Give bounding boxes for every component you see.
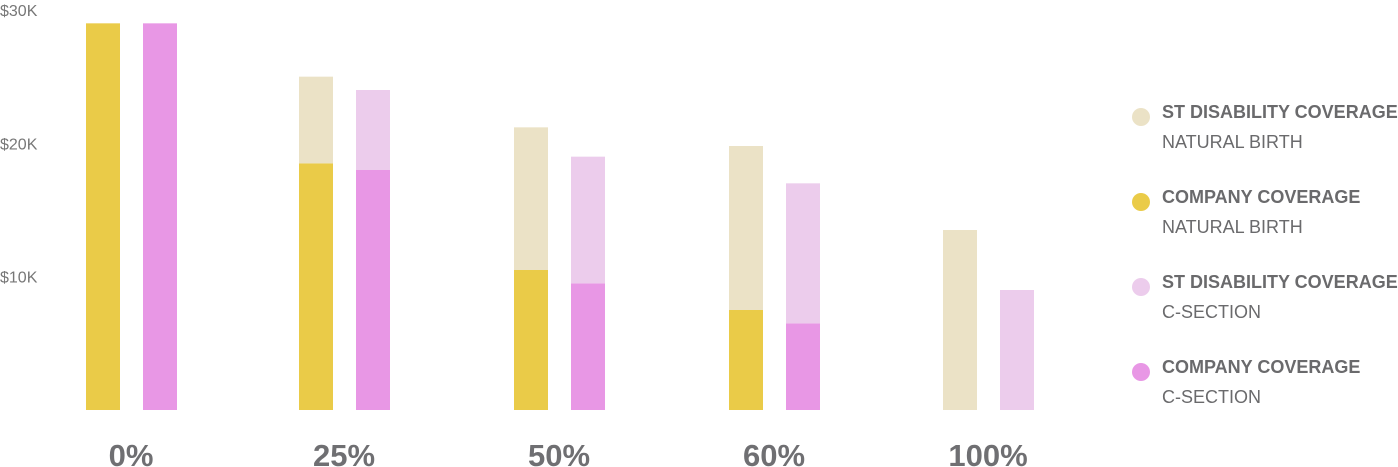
x-category-label: 60% bbox=[743, 438, 805, 467]
bar-natural-birth-st-disability-coverage bbox=[729, 146, 763, 310]
bar-natural-birth-company-coverage bbox=[299, 163, 333, 410]
bar-c-section-company-coverage bbox=[786, 323, 820, 410]
legend-title: COMPANY COVERAGE bbox=[1162, 357, 1361, 377]
legend-title: ST DISABILITY COVERAGE bbox=[1162, 102, 1398, 122]
bar-natural-birth-st-disability-coverage bbox=[514, 127, 548, 270]
legend-item-company-csection: COMPANY COVERAGE C-SECTION bbox=[1130, 355, 1398, 440]
x-category-label: 0% bbox=[109, 438, 154, 467]
bar-c-section-st-disability-coverage bbox=[786, 183, 820, 324]
bar-c-section-company-coverage bbox=[356, 170, 390, 410]
legend-subtitle: C-SECTION bbox=[1162, 302, 1261, 322]
legend-title: ST DISABILITY COVERAGE bbox=[1162, 272, 1398, 292]
y-tick-label: $30K bbox=[0, 3, 38, 20]
legend-dot-icon bbox=[1132, 363, 1150, 381]
legend-item-st-disability-natural: ST DISABILITY COVERAGE NATURAL BIRTH bbox=[1130, 100, 1398, 185]
bar-natural-birth-company-coverage bbox=[86, 23, 120, 410]
bar-c-section-st-disability-coverage bbox=[356, 90, 390, 170]
bar-natural-birth-st-disability-coverage bbox=[299, 76, 333, 164]
bar-c-section-st-disability-coverage bbox=[1000, 290, 1034, 410]
legend-item-st-disability-csection: ST DISABILITY COVERAGE C-SECTION bbox=[1130, 270, 1398, 355]
x-category-label: 25% bbox=[313, 438, 375, 467]
legend-subtitle: NATURAL BIRTH bbox=[1162, 217, 1303, 237]
bar-natural-birth-company-coverage bbox=[514, 270, 548, 410]
x-category-label: 100% bbox=[948, 438, 1027, 467]
y-tick-label: $20K bbox=[0, 136, 38, 153]
x-category-label: 50% bbox=[528, 438, 590, 467]
legend-subtitle: NATURAL BIRTH bbox=[1162, 132, 1303, 152]
legend-item-company-natural: COMPANY COVERAGE NATURAL BIRTH bbox=[1130, 185, 1398, 270]
legend: ST DISABILITY COVERAGE NATURAL BIRTH COM… bbox=[1130, 100, 1398, 440]
bar-natural-birth-company-coverage bbox=[729, 310, 763, 410]
legend-dot-icon bbox=[1132, 278, 1150, 296]
legend-dot-icon bbox=[1132, 108, 1150, 126]
bar-c-section-company-coverage bbox=[143, 23, 177, 410]
legend-subtitle: C-SECTION bbox=[1162, 387, 1261, 407]
bar-c-section-st-disability-coverage bbox=[571, 156, 605, 284]
bar-c-section-company-coverage bbox=[571, 283, 605, 410]
chart: $10K $20K $30K 0% 25% 50% 60% 100% bbox=[0, 3, 1034, 467]
y-tick-label: $10K bbox=[0, 270, 38, 287]
bar-natural-birth-st-disability-coverage bbox=[943, 230, 977, 410]
legend-title: COMPANY COVERAGE bbox=[1162, 187, 1361, 207]
legend-dot-icon bbox=[1132, 193, 1150, 211]
